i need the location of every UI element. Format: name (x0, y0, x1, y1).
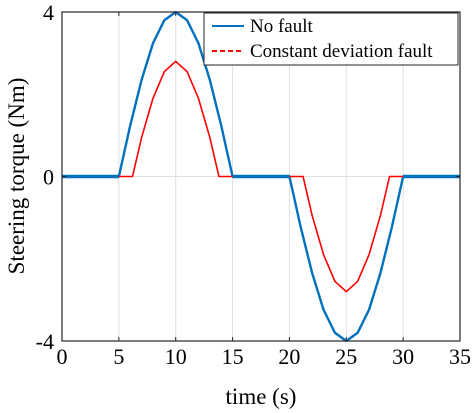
x-tick-label: 15 (222, 344, 244, 369)
legend-label-no-fault: No fault (250, 16, 314, 37)
legend: No fault Constant deviation fault (203, 12, 459, 66)
y-tick-label: -4 (36, 329, 54, 354)
x-tick-label: 20 (278, 344, 300, 369)
x-tick-label: 35 (449, 344, 471, 369)
ticks: 0 5 10 15 20 25 30 35-404 (36, 0, 471, 369)
series-layer (62, 10, 460, 343)
x-tick-label: 30 (392, 344, 414, 369)
x-tick-label: 0 (57, 344, 68, 369)
x-tick-label: 5 (113, 344, 124, 369)
legend-box (203, 12, 459, 66)
x-tick-label: 25 (335, 344, 357, 369)
y-tick-label: 0 (43, 165, 54, 190)
x-axis-title: time (s) (226, 384, 297, 409)
x-tick-label: 10 (165, 344, 187, 369)
legend-label-constant-deviation-fault: Constant deviation fault (250, 41, 433, 62)
y-axis-title: Steering torque (Nm) (4, 78, 29, 275)
y-tick-label: 4 (43, 0, 54, 25)
